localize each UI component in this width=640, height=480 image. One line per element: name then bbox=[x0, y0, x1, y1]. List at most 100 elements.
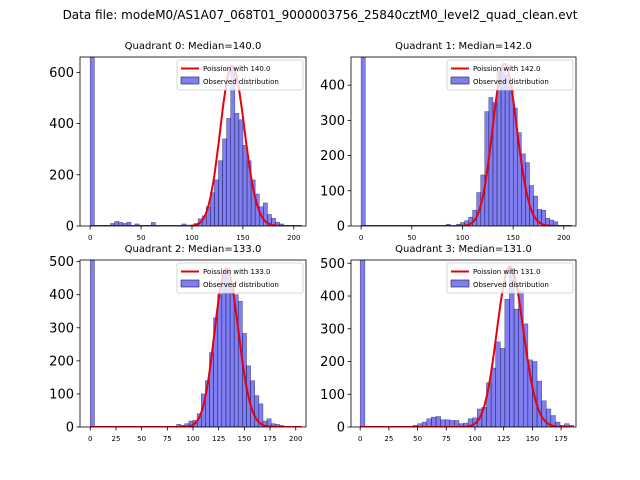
legend-label-observed: Observed distribution bbox=[203, 281, 279, 289]
histogram-bar bbox=[234, 113, 240, 226]
legend-patch-swatch bbox=[180, 279, 200, 288]
subplot-title: Quadrant 1: Median=142.0 bbox=[395, 41, 532, 52]
x-tick-label: 0 bbox=[88, 435, 92, 443]
histogram-bar bbox=[89, 57, 95, 226]
plot-area bbox=[90, 260, 302, 427]
histogram-bar bbox=[426, 418, 432, 427]
axes-frame bbox=[350, 259, 577, 428]
y-tick-label: 0 bbox=[337, 220, 345, 235]
x-tick-label: 150 bbox=[238, 435, 251, 443]
legend: Poission with 133.0 Observed distribution bbox=[176, 262, 304, 294]
x-tick-label: 100 bbox=[468, 435, 481, 443]
legend: Poission with 142.0 Observed distribution bbox=[446, 59, 574, 91]
x-tick-label: 125 bbox=[497, 435, 510, 443]
x-tick-label: 0 bbox=[359, 234, 363, 242]
y-tick-label: 500 bbox=[320, 257, 345, 272]
y-tick-label: 600 bbox=[49, 66, 74, 81]
histogram-bar bbox=[214, 179, 219, 226]
y-tick-label: 100 bbox=[320, 388, 345, 403]
histogram-bar bbox=[238, 119, 244, 226]
axes-frame bbox=[79, 56, 307, 227]
x-tick-label: 100 bbox=[456, 234, 469, 242]
x-tick-label: 75 bbox=[163, 435, 172, 443]
histogram-bar bbox=[490, 367, 497, 427]
x-tick-label: 25 bbox=[111, 435, 120, 443]
plot-area bbox=[360, 57, 572, 226]
histogram-bar bbox=[226, 118, 232, 226]
figure-suptitle: Data file: modeM0/AS1A07_068T01_90000037… bbox=[62, 8, 578, 22]
histogram-bar bbox=[435, 416, 441, 427]
histogram-bar bbox=[513, 308, 519, 427]
legend-patch-swatch bbox=[180, 76, 200, 85]
x-tick-label: 25 bbox=[384, 435, 393, 443]
legend-label-observed: Observed distribution bbox=[473, 281, 549, 289]
histogram-bar bbox=[360, 57, 366, 226]
histogram-bar bbox=[90, 260, 95, 427]
x-tick-label: 125 bbox=[212, 435, 225, 443]
y-tick-label: 0 bbox=[66, 220, 74, 235]
y-tick-label: 0 bbox=[337, 421, 345, 436]
legend-frame bbox=[176, 59, 304, 91]
histogram-bar bbox=[508, 86, 514, 226]
x-tick-label: 50 bbox=[407, 234, 416, 242]
subplot-title: Quadrant 2: Median=133.0 bbox=[125, 244, 262, 255]
legend-patch-swatch bbox=[450, 76, 470, 85]
x-tick-label: 50 bbox=[137, 234, 146, 242]
y-tick-label: 100 bbox=[49, 387, 74, 402]
x-tick-label: 175 bbox=[554, 435, 567, 443]
histogram-bar bbox=[444, 419, 451, 427]
legend-label-poisson: Poission with 131.0 bbox=[473, 268, 541, 276]
histogram-bar bbox=[218, 160, 223, 226]
legend: Poission with 140.0 Observed distribution bbox=[176, 59, 304, 91]
x-tick-label: 100 bbox=[186, 435, 199, 443]
histogram-bar bbox=[488, 97, 494, 226]
subplot-q1: Quadrant 1: Median=142.0 0 50 100 150 200 0 100… bbox=[320, 41, 577, 242]
legend-frame bbox=[446, 262, 574, 294]
histogram-bar bbox=[237, 301, 243, 427]
y-tick-label: 200 bbox=[49, 168, 74, 183]
legend-frame bbox=[176, 262, 304, 294]
legend-label-observed: Observed distribution bbox=[473, 78, 549, 86]
histogram-bar bbox=[222, 138, 227, 226]
x-tick-label: 200 bbox=[557, 234, 570, 242]
y-tick-label: 300 bbox=[320, 114, 345, 129]
histogram-bar bbox=[229, 284, 235, 427]
y-tick-label: 300 bbox=[49, 321, 74, 336]
x-tick-label: 0 bbox=[358, 435, 362, 443]
y-tick-label: 400 bbox=[49, 288, 74, 303]
subplot-title: Quadrant 3: Median=131.0 bbox=[395, 244, 532, 255]
y-tick-label: 200 bbox=[320, 149, 345, 164]
x-tick-label: 200 bbox=[287, 234, 300, 242]
x-tick-label: 150 bbox=[236, 234, 249, 242]
x-tick-label: 200 bbox=[289, 435, 302, 443]
y-tick-label: 100 bbox=[320, 184, 345, 199]
legend-label-poisson: Poission with 140.0 bbox=[203, 65, 271, 73]
legend: Poission with 131.0 Observed distribution bbox=[446, 262, 574, 294]
histogram-bar bbox=[242, 145, 248, 226]
x-tick-label: 50 bbox=[413, 435, 422, 443]
legend-label-poisson: Poission with 133.0 bbox=[203, 268, 271, 276]
axes-frame bbox=[350, 56, 577, 227]
x-tick-label: 75 bbox=[442, 435, 451, 443]
plot-area bbox=[89, 57, 302, 226]
histogram-bar bbox=[359, 260, 366, 427]
histogram-bar bbox=[499, 348, 506, 427]
legend-patch-swatch bbox=[450, 279, 470, 288]
poisson-curve bbox=[90, 65, 302, 226]
x-tick-label: 150 bbox=[506, 234, 519, 242]
legend-frame bbox=[446, 59, 574, 91]
histogram-bar bbox=[440, 419, 446, 427]
subplot-title: Quadrant 0: Median=140.0 bbox=[125, 41, 262, 52]
poisson-curve bbox=[90, 267, 302, 427]
histogram-bar bbox=[504, 74, 510, 226]
legend-label-poisson: Poission with 142.0 bbox=[473, 65, 541, 73]
subplot-q0: Quadrant 0: Median=140.0 0 50 100 150 200 0 200… bbox=[49, 41, 307, 242]
legend-label-observed: Observed distribution bbox=[203, 78, 279, 86]
poisson-curve bbox=[361, 63, 572, 226]
histogram-bar bbox=[495, 341, 501, 427]
x-tick-label: 150 bbox=[526, 435, 539, 443]
y-tick-label: 400 bbox=[320, 79, 345, 94]
y-tick-label: 500 bbox=[49, 255, 74, 270]
x-tick-label: 175 bbox=[263, 435, 276, 443]
